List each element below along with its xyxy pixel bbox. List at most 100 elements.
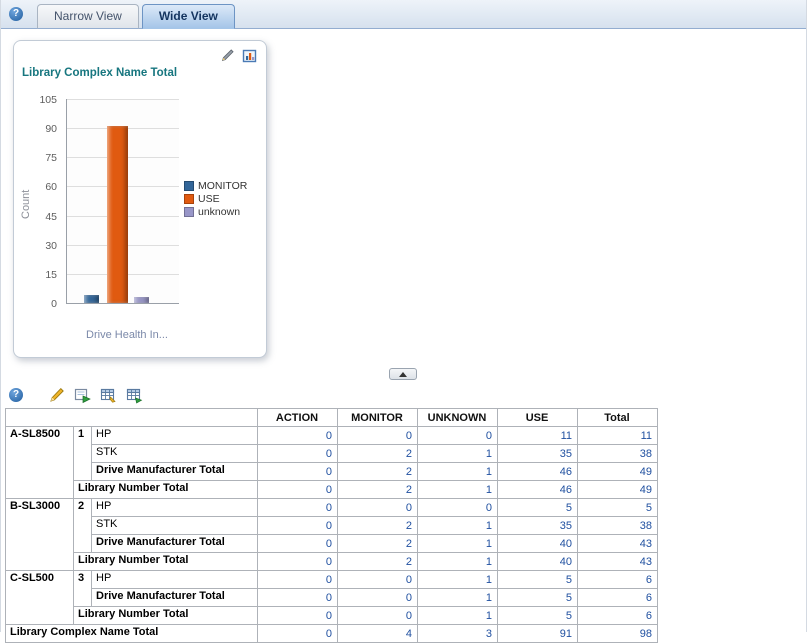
- total-cell[interactable]: 43: [577, 534, 658, 553]
- table-row: B-SL3000 2 HP 0 0 0 5 5: [5, 498, 658, 571]
- value-cell[interactable]: 40: [497, 552, 578, 571]
- help-icon[interactable]: ?: [9, 7, 23, 21]
- value-cell[interactable]: 46: [497, 462, 578, 481]
- bar-unknown[interactable]: [134, 297, 149, 303]
- graph-options-icon[interactable]: [242, 48, 258, 64]
- row-header-manufacturer[interactable]: STK: [91, 444, 258, 463]
- value-cell[interactable]: 0: [257, 552, 338, 571]
- value-cell[interactable]: 35: [497, 516, 578, 535]
- row-header-manufacturer[interactable]: HP: [91, 570, 258, 589]
- total-cell[interactable]: 5: [577, 498, 658, 517]
- edit-icon[interactable]: [48, 387, 65, 404]
- column-header-use[interactable]: USE: [497, 408, 578, 427]
- tab-narrow-view[interactable]: Narrow View: [37, 4, 139, 29]
- value-cell[interactable]: 2: [337, 552, 418, 571]
- value-cell[interactable]: 0: [257, 498, 338, 517]
- value-cell[interactable]: 0: [337, 570, 418, 589]
- value-cell[interactable]: 0: [257, 426, 338, 445]
- edit-graph-icon[interactable]: [219, 48, 235, 64]
- value-cell[interactable]: 1: [417, 552, 498, 571]
- total-cell[interactable]: 6: [577, 588, 658, 607]
- total-cell[interactable]: 38: [577, 444, 658, 463]
- column-header-total[interactable]: Total: [577, 408, 658, 427]
- row-header-manufacturer-total[interactable]: Drive Manufacturer Total: [91, 588, 258, 607]
- value-cell[interactable]: 11: [497, 426, 578, 445]
- row-header-complex-total[interactable]: Library Complex Name Total: [5, 624, 258, 643]
- row-header-library-number[interactable]: 1: [73, 426, 92, 481]
- total-cell[interactable]: 98: [577, 624, 658, 643]
- value-cell[interactable]: 1: [417, 570, 498, 589]
- value-cell[interactable]: 1: [417, 588, 498, 607]
- table-settings-icon[interactable]: [100, 387, 117, 404]
- value-cell[interactable]: 0: [417, 426, 498, 445]
- value-cell[interactable]: 0: [337, 588, 418, 607]
- row-header-manufacturer[interactable]: STK: [91, 516, 258, 535]
- value-cell[interactable]: 0: [337, 426, 418, 445]
- row-header-library-complex[interactable]: A-SL8500: [5, 426, 74, 499]
- value-cell[interactable]: 5: [497, 588, 578, 607]
- row-header-library-complex[interactable]: B-SL3000: [5, 498, 74, 571]
- value-cell[interactable]: 3: [417, 624, 498, 643]
- splitter-collapse-button[interactable]: [389, 368, 417, 380]
- value-cell[interactable]: 0: [417, 498, 498, 517]
- legend-item: unknown: [184, 205, 247, 218]
- value-cell[interactable]: 0: [257, 516, 338, 535]
- total-cell[interactable]: 38: [577, 516, 658, 535]
- tab-wide-view[interactable]: Wide View: [141, 4, 235, 29]
- row-header-library-complex[interactable]: C-SL500: [5, 570, 74, 625]
- value-cell[interactable]: 0: [257, 462, 338, 481]
- row-header-number-total[interactable]: Library Number Total: [73, 606, 258, 625]
- total-cell[interactable]: 49: [577, 462, 658, 481]
- value-cell[interactable]: 0: [257, 624, 338, 643]
- value-cell[interactable]: 5: [497, 498, 578, 517]
- value-cell[interactable]: 0: [337, 606, 418, 625]
- value-cell[interactable]: 0: [257, 570, 338, 589]
- value-cell[interactable]: 1: [417, 606, 498, 625]
- column-header-monitor[interactable]: MONITOR: [337, 408, 418, 427]
- total-cell[interactable]: 6: [577, 570, 658, 589]
- row-header-number-total[interactable]: Library Number Total: [73, 480, 258, 499]
- row-header-manufacturer-total[interactable]: Drive Manufacturer Total: [91, 462, 258, 481]
- total-cell[interactable]: 11: [577, 426, 658, 445]
- value-cell[interactable]: 2: [337, 534, 418, 553]
- value-cell[interactable]: 46: [497, 480, 578, 499]
- table-export-icon[interactable]: [126, 387, 143, 404]
- value-cell[interactable]: 5: [497, 570, 578, 589]
- value-cell[interactable]: 0: [257, 444, 338, 463]
- value-cell[interactable]: 0: [257, 480, 338, 499]
- export-report-icon[interactable]: [74, 387, 91, 404]
- value-cell[interactable]: 91: [497, 624, 578, 643]
- total-cell[interactable]: 6: [577, 606, 658, 625]
- bar-monitor[interactable]: [84, 295, 99, 303]
- help-icon[interactable]: ?: [9, 388, 23, 402]
- value-cell[interactable]: 1: [417, 480, 498, 499]
- value-cell[interactable]: 0: [257, 606, 338, 625]
- row-header-manufacturer-total[interactable]: Drive Manufacturer Total: [91, 534, 258, 553]
- value-cell[interactable]: 5: [497, 606, 578, 625]
- value-cell[interactable]: 1: [417, 444, 498, 463]
- value-cell[interactable]: 40: [497, 534, 578, 553]
- value-cell[interactable]: 1: [417, 534, 498, 553]
- value-cell[interactable]: 0: [337, 498, 418, 517]
- row-header-manufacturer[interactable]: HP: [91, 498, 258, 517]
- value-cell[interactable]: 2: [337, 462, 418, 481]
- value-cell[interactable]: 4: [337, 624, 418, 643]
- table-row: Library Number Total 0 2 1 40 43: [6, 552, 658, 571]
- value-cell[interactable]: 1: [417, 462, 498, 481]
- row-header-library-number[interactable]: 3: [73, 570, 92, 607]
- column-header-unknown[interactable]: UNKNOWN: [417, 408, 498, 427]
- row-header-library-number[interactable]: 2: [73, 498, 92, 553]
- value-cell[interactable]: 1: [417, 516, 498, 535]
- value-cell[interactable]: 35: [497, 444, 578, 463]
- bar-use[interactable]: [107, 126, 128, 303]
- row-header-number-total[interactable]: Library Number Total: [73, 552, 258, 571]
- value-cell[interactable]: 2: [337, 444, 418, 463]
- value-cell[interactable]: 0: [257, 588, 338, 607]
- column-header-action[interactable]: ACTION: [257, 408, 338, 427]
- row-header-manufacturer[interactable]: HP: [91, 426, 258, 445]
- value-cell[interactable]: 2: [337, 480, 418, 499]
- total-cell[interactable]: 49: [577, 480, 658, 499]
- total-cell[interactable]: 43: [577, 552, 658, 571]
- value-cell[interactable]: 0: [257, 534, 338, 553]
- value-cell[interactable]: 2: [337, 516, 418, 535]
